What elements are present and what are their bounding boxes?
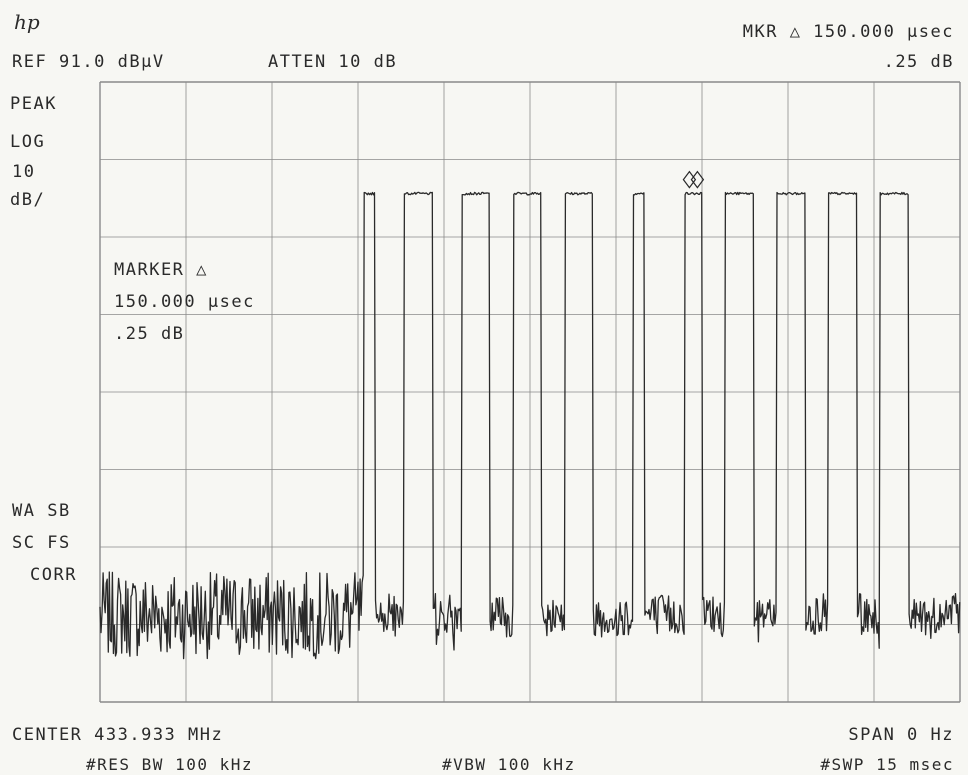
scale-type-label: LOG <box>10 132 46 152</box>
span: SPAN 0 Hz <box>848 725 954 745</box>
detector-label: PEAK <box>10 94 57 114</box>
marker-diamond-icon <box>690 170 705 189</box>
attenuation: ATTEN 10 dB <box>268 52 398 72</box>
status-corr: CORR <box>30 565 77 585</box>
scale-value-label: 10 <box>12 162 36 182</box>
marker-box-amplitude: .25 dB <box>114 324 185 344</box>
video-bandwidth: #VBW 100 kHz <box>442 755 576 774</box>
resolution-bandwidth: #RES BW 100 kHz <box>86 755 253 774</box>
marker-box-title: MARKER △ <box>114 260 208 280</box>
marker-group <box>682 170 705 189</box>
center-frequency: CENTER 433.933 MHz <box>12 725 224 745</box>
scale-unit-label: dB/ <box>10 190 46 210</box>
graticule <box>99 81 961 703</box>
ref-level: REF 91.0 dBµV <box>12 52 165 72</box>
trace-line <box>99 191 961 660</box>
marker-box-time: 150.000 µsec <box>114 292 255 312</box>
marker-amplitude: .25 dB <box>883 52 954 72</box>
status-sc-fs: SC FS <box>12 533 71 553</box>
marker-readout: MKR △ 150.000 µsec <box>742 22 954 42</box>
status-wa-sb: WA SB <box>12 501 71 521</box>
hp-logo: hp <box>14 10 40 34</box>
marker-diamond-icon <box>682 170 697 189</box>
sweep-time: #SWP 15 msec <box>820 755 954 774</box>
